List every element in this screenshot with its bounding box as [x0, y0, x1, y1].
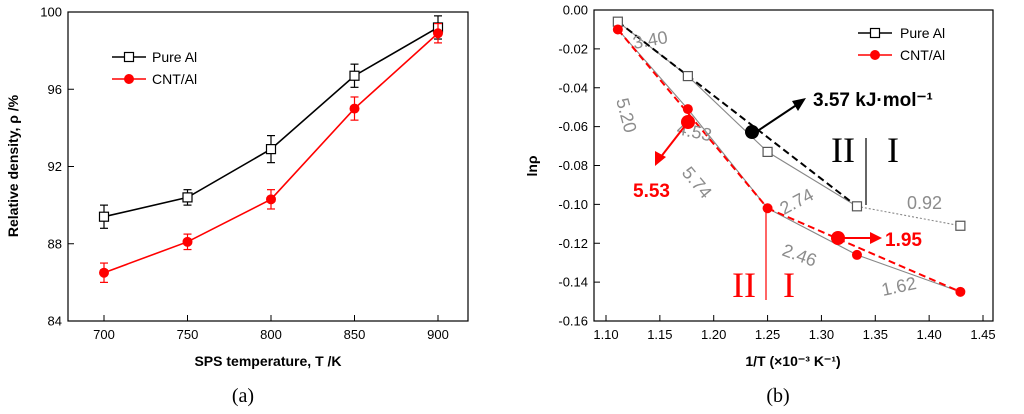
dotted-segment-pure-al [856, 205, 961, 227]
y-tick-label-b: -0.06 [558, 119, 588, 134]
legend-label-pure-al-b: Pure Al [900, 25, 945, 41]
y-tick-label-b: -0.08 [558, 158, 588, 173]
energy-label-red-right: 1.95 [885, 230, 922, 251]
stage-label-red-right: I [783, 265, 795, 305]
legend-label-pure-al-a: Pure Al [152, 49, 197, 65]
y-tick-label-a: 84 [48, 314, 62, 329]
data-point-cnt-al [955, 286, 966, 297]
legend-label-cnt-al-a: CNT/Al [152, 71, 197, 87]
x-tick-label-a: 750 [177, 327, 199, 342]
data-point-cnt-al [182, 236, 193, 247]
stage-label-red-left: II [732, 265, 756, 305]
slope-annotation: 3.40 [631, 27, 669, 53]
x-tick-label-b: 1.35 [863, 327, 888, 342]
data-point-pure-al [265, 144, 277, 155]
legend-marker-cnt-al-a [124, 74, 134, 84]
y-tick-label-b: -0.12 [558, 236, 588, 251]
legend-a: Pure Al CNT/Al [112, 49, 197, 87]
data-point-pure-al [851, 201, 863, 212]
x-tick-label-b: 1.25 [755, 327, 780, 342]
y-tick-label-b: -0.14 [558, 275, 588, 290]
x-tick-label-b: 1.10 [593, 327, 618, 342]
x-axis-label-b: 1/T (×10⁻³ K⁻¹) [745, 353, 840, 369]
panel-b: 1.10 1.15 1.20 1.25 1.30 1.35 1.40 1.45 0.00 -0.0… [524, 3, 996, 408]
panel-label-b: (b) [766, 385, 789, 407]
y-tick-label-a: 92 [48, 159, 62, 174]
y-tick-label-a: 96 [48, 82, 62, 97]
legend-marker-pure-al-b [869, 27, 881, 39]
energy-arrowhead-black [792, 98, 806, 111]
y-axis-label-a: Relative density, ρ /% [5, 94, 21, 237]
energy-arrow-black [755, 103, 799, 133]
data-point-cnt-al [612, 24, 623, 35]
y-tick-label-b: 0.00 [563, 3, 588, 18]
data-point-pure-al [762, 146, 773, 157]
y-tick-label-b: -0.10 [558, 197, 588, 212]
energy-point-black [745, 125, 759, 139]
y-tick-label-a: 88 [48, 236, 62, 251]
data-point-cnt-al [851, 249, 862, 260]
legend-b: Pure Al CNT/Al [858, 25, 945, 63]
fit-line-cnt-al-stage1 [767, 207, 961, 293]
y-axis-label-b: lnρ [524, 155, 540, 176]
data-point-cnt-al [266, 194, 276, 205]
data-point-pure-al [182, 192, 193, 203]
y-tick-label-a: 100 [40, 5, 62, 20]
x-tick-label-a: 900 [427, 327, 449, 342]
fit-line-pure-al [617, 20, 858, 208]
energy-arrowhead-red-right [870, 232, 882, 244]
stage-label-black-right: I [887, 130, 899, 170]
tick-group-b: 1.10 1.15 1.20 1.25 1.30 1.35 1.40 1.45 0.00 -0.0… [558, 3, 995, 343]
data-point-cnt-al [349, 103, 360, 114]
energy-label-black: 3.57 kJ·mol⁻¹ [813, 90, 933, 111]
stage-label-black-left: II [831, 130, 855, 170]
x-tick-label-a: 850 [344, 327, 366, 342]
energy-point-red-left [681, 115, 695, 129]
y-tick-label-b: -0.04 [558, 80, 588, 95]
x-tick-label-b: 1.40 [916, 327, 941, 342]
data-point-cnt-al [682, 104, 693, 115]
slope-annotation: 2.74 [776, 184, 816, 218]
x-tick-label-a: 800 [260, 327, 282, 342]
data-point-cnt-al [433, 28, 443, 39]
x-tick-label-b: 1.15 [647, 327, 672, 342]
x-tick-label-b: 1.20 [701, 327, 726, 342]
x-tick-label-b: 1.45 [970, 327, 995, 342]
data-point-pure-al [955, 220, 966, 231]
x-tick-label-b: 1.30 [809, 327, 834, 342]
y-tick-label-b: -0.02 [558, 41, 588, 56]
data-point-pure-al [682, 70, 693, 82]
panel-label-a: (a) [232, 385, 254, 407]
energy-label-red-left: 5.53 [633, 181, 670, 202]
energy-arrow-red-left [659, 121, 689, 159]
slope-annotation: 0.92 [907, 193, 942, 213]
data-point-cnt-al [762, 203, 773, 214]
data-point-pure-al [349, 70, 360, 81]
slope-annotation: 1.62 [880, 273, 918, 300]
x-tick-label-a: 700 [93, 327, 115, 342]
slope-annotation: 5.20 [612, 96, 640, 135]
energy-arrowhead-red-left [655, 151, 666, 166]
tick-group-a: 700 750 800 850 900 84 88 92 96 100 [40, 5, 449, 343]
series-group-a [98, 15, 444, 283]
panel-a: 700 750 800 850 900 84 88 92 96 100 SPS temperatu… [5, 5, 469, 407]
data-point-cnt-al [99, 267, 109, 278]
data-point-pure-al [98, 211, 110, 222]
legend-marker-pure-al-a [123, 51, 135, 63]
slope-annotation: 5.74 [678, 163, 716, 203]
legend-label-cnt-al-b: CNT/Al [900, 47, 945, 63]
legend-marker-cnt-al-b [870, 50, 880, 60]
y-tick-label-b: -0.16 [558, 314, 588, 329]
x-axis-label-a: SPS temperature, T /K [194, 353, 341, 369]
energy-point-red-right [831, 231, 845, 245]
